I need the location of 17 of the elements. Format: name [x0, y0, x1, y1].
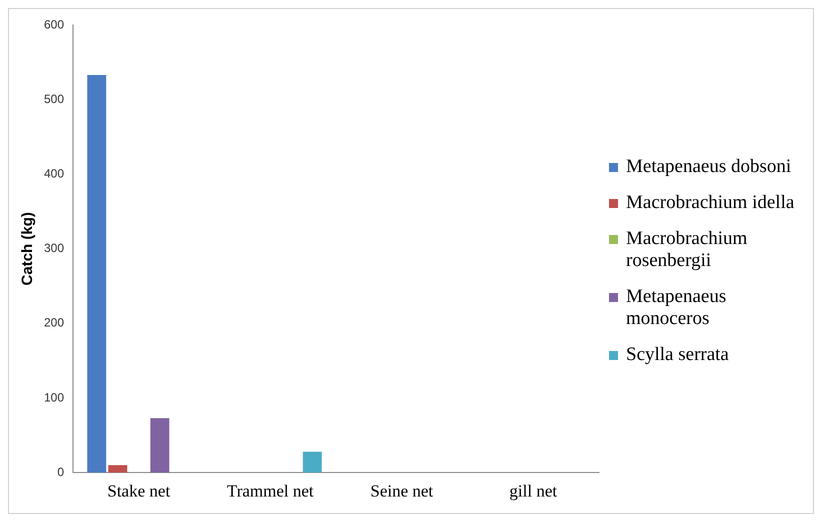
y-tick-label: 0: [57, 464, 64, 479]
x-tick-label: Stake net: [107, 481, 170, 500]
legend-label: Macrobrachium rosenbergii: [626, 228, 748, 272]
x-tick-label: gill net: [509, 481, 558, 500]
x-tick-label: Seine net: [370, 481, 434, 500]
legend-label: Scylla serrata: [626, 344, 729, 366]
y-tick-label: 200: [44, 316, 64, 330]
legend-label: Metapenaeus dobsoni: [626, 156, 792, 178]
x-tick-label: Trammel net: [226, 481, 314, 500]
y-tick-label: 300: [44, 241, 64, 256]
legend-label: Metapenaeus monoceros: [626, 286, 728, 330]
y-tick-label: 400: [44, 166, 64, 181]
y-tick-label: 500: [44, 92, 64, 106]
legend-label: Macrobrachium idella: [626, 192, 794, 214]
y-tick-label: 100: [44, 390, 64, 404]
y-tick-label: 600: [44, 17, 64, 32]
y-axis-title: Catch (kg): [19, 212, 36, 286]
